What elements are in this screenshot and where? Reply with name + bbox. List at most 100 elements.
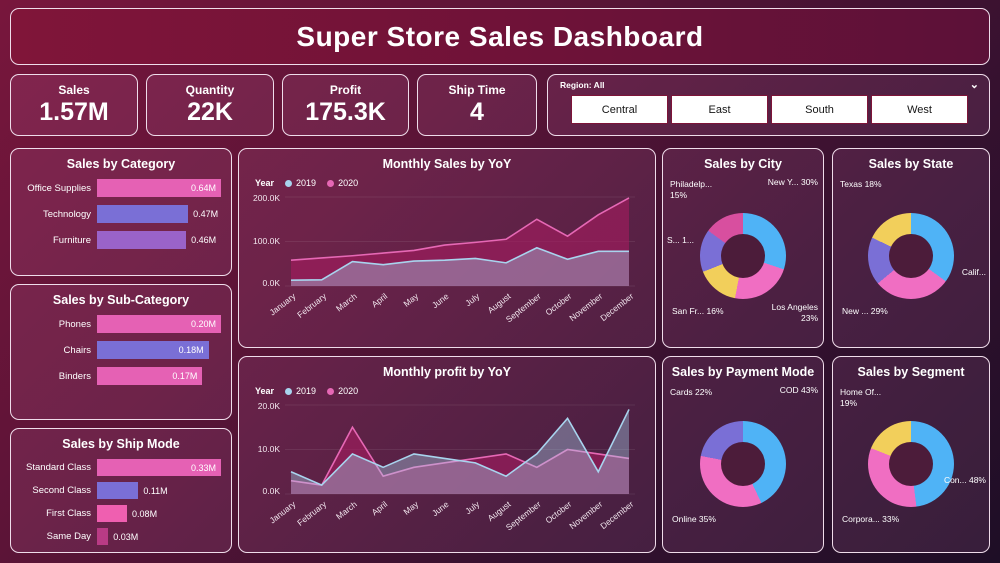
x-axis-label: November bbox=[567, 499, 605, 532]
bar-row: Chairs 0.18M bbox=[17, 341, 221, 359]
area-chart-monthly-profit[interactable] bbox=[285, 401, 635, 496]
legend-dot-2019 bbox=[285, 179, 293, 187]
bar-row: Office Supplies 0.64M bbox=[17, 179, 221, 197]
bar-value-label: 0.47M bbox=[193, 209, 219, 219]
x-axis: January February March April May June July Augu… bbox=[267, 496, 635, 548]
legend-entry-2020[interactable]: 2020 bbox=[327, 386, 358, 396]
slice-label-cards: Cards 22% bbox=[670, 387, 713, 397]
bar[interactable]: 0.64M bbox=[97, 179, 221, 197]
slice-label-new-york-state: New ... 29% bbox=[842, 306, 888, 316]
x-axis-label: January bbox=[267, 499, 298, 526]
sales-by-sub-category-card: Sales by Sub-Category Phones 0.20M Chairs 0… bbox=[10, 284, 232, 420]
legend-label: 2019 bbox=[296, 386, 317, 396]
bar-category-label: Furniture bbox=[52, 234, 91, 246]
bar-value-label: 0.11M bbox=[143, 485, 168, 496]
bar[interactable] bbox=[97, 205, 189, 223]
slice-label-texas: Texas 18% bbox=[840, 179, 882, 189]
kpi-label: Quantity bbox=[185, 83, 235, 97]
sales-by-ship-mode-card: Sales by Ship Mode Standard Class 0.33M Se… bbox=[10, 428, 232, 553]
bar-chart-sub-category[interactable]: Phones 0.20M Chairs 0.18M Binders 0.17M bbox=[11, 314, 231, 385]
title-bar: Super Store Sales Dashboard bbox=[10, 8, 990, 65]
y-axis: 20.0K 10.0K 0.0K bbox=[245, 401, 285, 496]
bar-chart-ship-mode[interactable]: Standard Class 0.33M Second Class 0.11M Firs… bbox=[11, 458, 231, 545]
sales-by-category-card: Sales by Category Office Supplies 0.64M Te… bbox=[10, 148, 232, 276]
y-axis-label: 0.0K bbox=[262, 486, 281, 496]
bar-category-label: Phones bbox=[58, 318, 91, 330]
legend-entry-2020[interactable]: 2020 bbox=[327, 178, 358, 188]
region-button-central[interactable]: Central bbox=[571, 95, 668, 124]
x-axis-label: July bbox=[463, 291, 482, 309]
page-title: Super Store Sales Dashboard bbox=[296, 20, 704, 52]
bar[interactable]: 0.33M bbox=[97, 459, 221, 476]
chart-title: Sales by State bbox=[868, 157, 954, 171]
x-axis-label: April bbox=[369, 291, 390, 310]
bar[interactable]: 0.20M bbox=[97, 315, 221, 333]
bar-row: Furniture 0.46M bbox=[17, 231, 221, 249]
y-axis-label: 0.0K bbox=[262, 278, 281, 288]
kpi-card-quantity: Quantity 22K bbox=[146, 74, 274, 136]
bar-value-label: 0.64M bbox=[190, 183, 216, 193]
slice-label-los-angeles: Los Angeles 23% bbox=[771, 302, 818, 323]
x-axis-label: June bbox=[430, 291, 451, 311]
x-axis: January February March April May June July Augu… bbox=[267, 288, 635, 340]
monthly-sales-card: Monthly Sales by YoY Year 2019 2020 200.… bbox=[238, 148, 656, 348]
bar-chart-category[interactable]: Office Supplies 0.64M Technology 0.47M Furni… bbox=[11, 178, 231, 249]
donut-chart-city[interactable] bbox=[700, 213, 786, 299]
bar[interactable] bbox=[97, 231, 187, 249]
region-button-west[interactable]: West bbox=[871, 95, 968, 124]
y-axis-label: 10.0K bbox=[257, 443, 280, 454]
slice-label-philadelphia: Philadelp... 15% bbox=[670, 179, 713, 200]
bar-value-label: 0.20M bbox=[190, 319, 216, 329]
slice-label-cod: COD 43% bbox=[779, 385, 818, 395]
donut-chart-segment[interactable] bbox=[868, 421, 954, 507]
bar-category-label: Chairs bbox=[63, 344, 91, 356]
region-filter-panel: Region: All ⌄ Central East South West bbox=[547, 74, 990, 136]
chart-title: Monthly profit by YoY bbox=[382, 365, 511, 379]
kpi-value: 22K bbox=[187, 98, 233, 126]
bar-row: Phones 0.20M bbox=[17, 315, 221, 333]
slice-label-online: Online 35% bbox=[672, 514, 716, 524]
bar-value-label: 0.33M bbox=[190, 462, 216, 473]
bar-value-label: 0.18M bbox=[178, 345, 204, 355]
donut-chart-state[interactable] bbox=[868, 213, 954, 299]
bar[interactable] bbox=[97, 528, 109, 545]
bar[interactable]: 0.18M bbox=[97, 341, 209, 359]
chevron-down-icon[interactable]: ⌄ bbox=[969, 79, 979, 91]
area-chart-monthly-sales[interactable] bbox=[285, 193, 635, 288]
legend-label: 2019 bbox=[296, 178, 317, 188]
bar-row: Binders 0.17M bbox=[17, 367, 221, 385]
bar[interactable] bbox=[97, 482, 139, 499]
region-button-east[interactable]: East bbox=[671, 95, 768, 124]
bar-row: First Class 0.08M bbox=[17, 505, 221, 522]
bar-category-label: Technology bbox=[42, 208, 91, 220]
x-axis-label: May bbox=[401, 291, 421, 309]
slice-label-home-office: Home Of... 19% bbox=[840, 387, 882, 408]
chart-title: Sales by Ship Mode bbox=[62, 437, 180, 451]
x-axis-label: April bbox=[369, 499, 390, 518]
kpi-value: 175.3K bbox=[305, 98, 386, 126]
region-button-south[interactable]: South bbox=[771, 95, 868, 124]
donut-chart-payment-mode[interactable] bbox=[700, 421, 786, 507]
bar-row: Same Day 0.03M bbox=[17, 528, 221, 545]
bar[interactable]: 0.17M bbox=[97, 367, 203, 385]
legend-entry-2019[interactable]: 2019 bbox=[285, 178, 316, 188]
x-axis-label: March bbox=[333, 291, 359, 314]
legend-label: 2020 bbox=[338, 386, 359, 396]
sales-by-city-card: Sales by City Philadelp... 15% New Y... … bbox=[662, 148, 824, 348]
slice-label-new-york: New Y... 30% bbox=[767, 177, 818, 187]
bar-value-label: 0.03M bbox=[113, 531, 139, 542]
region-button-group: Central East South West bbox=[560, 95, 979, 124]
chart-title: Sales by City bbox=[704, 157, 782, 171]
bar[interactable] bbox=[97, 505, 128, 522]
slice-label-san-francisco: San Fr... 16% bbox=[672, 306, 724, 316]
monthly-profit-card: Monthly profit by YoY Year 2019 2020 20.… bbox=[238, 356, 656, 553]
legend-entry-2019[interactable]: 2019 bbox=[285, 386, 316, 396]
kpi-label: Profit bbox=[329, 83, 362, 97]
bar-value-label: 0.46M bbox=[191, 235, 217, 245]
sales-by-state-card: Sales by State Texas 18% Calif... New ..… bbox=[832, 148, 990, 348]
legend-title: Year bbox=[255, 386, 275, 396]
x-axis-label: May bbox=[401, 499, 421, 517]
y-axis-label: 100.0K bbox=[253, 235, 280, 246]
x-axis-label: March bbox=[333, 499, 359, 522]
kpi-value: 1.57M bbox=[39, 98, 109, 126]
